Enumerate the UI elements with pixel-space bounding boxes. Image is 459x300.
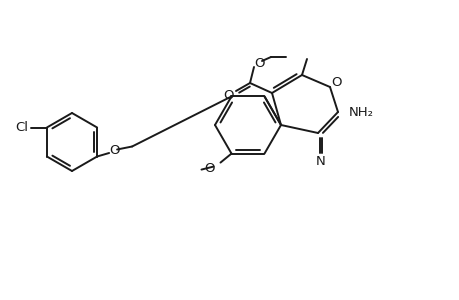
Text: O: O <box>254 56 265 70</box>
Text: O: O <box>109 144 119 157</box>
Text: O: O <box>331 76 341 88</box>
Text: N: N <box>315 154 325 167</box>
Text: O: O <box>204 162 214 175</box>
Text: O: O <box>223 88 234 101</box>
Text: Cl: Cl <box>15 121 28 134</box>
Text: NH₂: NH₂ <box>348 106 373 118</box>
